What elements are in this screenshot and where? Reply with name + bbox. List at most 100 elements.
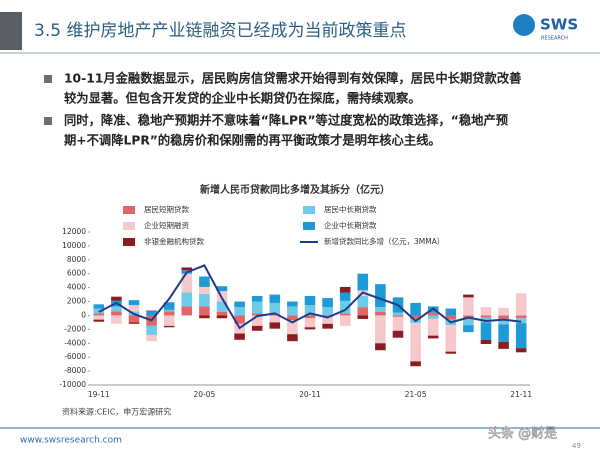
bar xyxy=(269,294,281,303)
legend-label: 企业中长期贷款 xyxy=(324,220,377,230)
bar xyxy=(322,323,333,329)
bullet-text: 较为显著。但包含开发贷的企业中长期贷仍在探底，需持续观察。 xyxy=(64,91,421,106)
bar xyxy=(410,361,421,367)
bar xyxy=(339,313,351,316)
x-tick-label: 19-11 xyxy=(88,390,110,399)
bar xyxy=(339,292,351,301)
bar xyxy=(357,295,369,308)
y-tick-label: 0 xyxy=(81,310,86,319)
bar xyxy=(269,314,281,316)
bar xyxy=(163,315,175,326)
chart-title: 新增人民币贷款同比多增及其拆分（亿元） xyxy=(200,183,390,196)
bar xyxy=(480,315,492,318)
chart: 新增人民币贷款同比多增及其拆分（亿元） 资料来源:CEIC，申万宏源研究 -10… xyxy=(59,183,532,417)
bar xyxy=(498,341,509,349)
bar xyxy=(287,301,298,307)
bar xyxy=(515,318,527,324)
bar xyxy=(146,334,157,342)
y-tick-label: 8000 xyxy=(67,255,86,264)
bullet-marker xyxy=(44,75,52,83)
bar xyxy=(181,273,193,293)
bar xyxy=(322,307,333,316)
bar xyxy=(375,343,386,351)
bar xyxy=(199,293,210,307)
bar xyxy=(234,307,245,316)
y-tick-label: 10000 xyxy=(62,241,86,250)
bullet-text: 10-11月金融数据显示，居民购房信贷需求开始得到有效保障，居民中长期贷款改善 xyxy=(64,71,521,86)
bar xyxy=(515,293,527,316)
chart-source: 资料来源:CEIC，申万宏源研究 xyxy=(62,407,171,417)
x-tick-label: 21-05 xyxy=(405,390,427,399)
bar xyxy=(445,325,457,352)
bar xyxy=(304,315,316,319)
slide-title: 3.5 维护房地产产业链融资已经成为当前政策重点 xyxy=(34,21,406,41)
bar xyxy=(287,315,298,321)
bar xyxy=(234,301,245,308)
bar xyxy=(375,311,386,316)
bar xyxy=(463,294,474,298)
bar xyxy=(445,351,457,354)
footer-url: www.swsresearch.com xyxy=(20,436,122,446)
bar xyxy=(427,312,439,316)
bar xyxy=(498,318,509,325)
header-block xyxy=(0,12,22,50)
bar xyxy=(93,315,105,320)
y-tick-label: 4000 xyxy=(67,283,86,292)
bar xyxy=(410,302,421,316)
bar xyxy=(93,319,105,322)
bar xyxy=(287,334,298,342)
bar xyxy=(199,315,210,319)
logo-icon xyxy=(513,14,535,36)
bar xyxy=(357,315,369,319)
bar xyxy=(128,315,140,323)
bar xyxy=(304,318,316,328)
bar xyxy=(480,322,492,340)
bar xyxy=(427,335,439,339)
y-tick-label: -6000 xyxy=(64,352,86,361)
y-tick-label: 12000 xyxy=(62,227,86,236)
bar xyxy=(304,295,316,306)
bar xyxy=(287,320,298,335)
bar xyxy=(463,318,474,326)
legend-label: 非银金融机构贷款 xyxy=(144,236,204,246)
bar xyxy=(427,318,439,336)
legend-swatch xyxy=(303,206,315,214)
y-tick-label: 6000 xyxy=(67,269,86,278)
bar xyxy=(111,315,122,324)
bar xyxy=(392,315,404,317)
x-tick-label: 20-05 xyxy=(194,390,216,399)
bar xyxy=(234,315,245,324)
bar xyxy=(163,311,175,316)
x-tick-label: 21-11 xyxy=(510,390,532,399)
bar xyxy=(427,315,439,319)
bar xyxy=(199,286,210,294)
y-tick-label: -4000 xyxy=(64,338,86,347)
bar xyxy=(111,306,122,312)
bar xyxy=(93,313,105,316)
bar xyxy=(410,315,421,319)
bar xyxy=(216,286,228,292)
bar xyxy=(251,301,263,314)
bar xyxy=(181,267,193,271)
bar xyxy=(216,315,228,319)
bullets: 10-11月金融数据显示，居民购房信贷需求开始得到有效保障，居民中长期贷款改善较… xyxy=(44,71,521,148)
watermark: 头条 @财是 xyxy=(488,426,557,442)
legend-swatch xyxy=(123,222,135,230)
bar xyxy=(216,311,228,316)
bar xyxy=(445,308,457,316)
y-tick-label: -8000 xyxy=(64,366,86,375)
bar xyxy=(304,305,316,316)
bar xyxy=(269,322,281,329)
bar xyxy=(181,292,193,307)
bar xyxy=(181,306,193,316)
bar xyxy=(480,307,492,316)
x-tick-label: 20-11 xyxy=(299,390,321,399)
bar xyxy=(146,311,157,316)
bar xyxy=(111,311,122,316)
bar xyxy=(357,307,369,316)
line xyxy=(98,264,522,330)
legend-swatch xyxy=(123,206,135,214)
bar xyxy=(269,302,281,315)
bar xyxy=(463,325,474,333)
y-tick-label: -10000 xyxy=(59,380,86,389)
